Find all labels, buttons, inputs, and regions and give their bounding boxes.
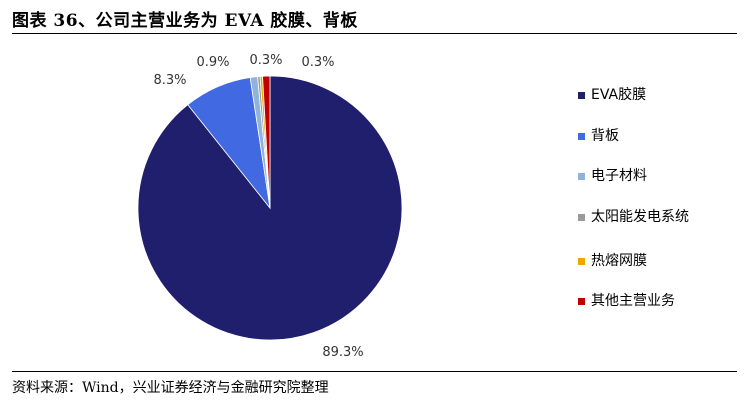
legend-swatch-2	[578, 133, 585, 140]
legend-swatch-4	[578, 214, 585, 221]
source-rule	[12, 371, 737, 372]
legend-swatch-1	[578, 92, 585, 99]
legend-swatch-3	[578, 173, 585, 180]
legend-label-5: 热熔网膜	[591, 253, 647, 269]
data-label-1: 89.3%	[322, 345, 363, 360]
data-label-3: 0.9%	[196, 55, 229, 70]
legend-swatch-6	[578, 298, 585, 305]
legend-swatch-5	[578, 258, 585, 265]
data-label-2: 8.3%	[153, 73, 186, 88]
title-rule	[12, 33, 737, 34]
figure-source: 资料来源：Wind，兴业证券经济与金融研究院整理	[12, 380, 329, 396]
legend-label-4: 太阳能发电系统	[591, 209, 689, 225]
legend-label-6: 其他主营业务	[591, 293, 675, 309]
pie-slice-6	[262, 75, 271, 209]
data-label-5: 0.3%	[301, 55, 334, 70]
figure-title: 图表 36、公司主营业务为 EVA 胶膜、背板	[12, 11, 358, 31]
legend-label-2: 背板	[591, 128, 619, 144]
data-label-4: 0.3%	[249, 53, 282, 68]
legend-label-3: 电子材料	[591, 168, 647, 184]
legend-label-1: EVA胶膜	[591, 87, 647, 103]
